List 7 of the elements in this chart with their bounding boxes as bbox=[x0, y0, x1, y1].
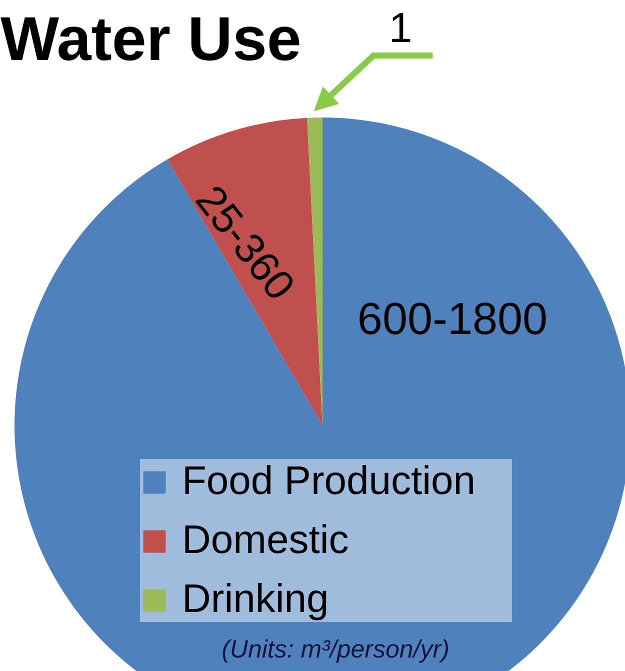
text: (Units: m³/person/yr) bbox=[222, 636, 450, 664]
data-label: 600-1800 bbox=[357, 293, 548, 344]
legend-label: Food Production bbox=[182, 459, 477, 504]
data-label: 1 bbox=[388, 4, 412, 51]
chart-title: Water Use bbox=[0, 5, 302, 74]
legend-label: Drinking bbox=[182, 577, 330, 622]
legend-label: Domestic bbox=[182, 518, 350, 563]
